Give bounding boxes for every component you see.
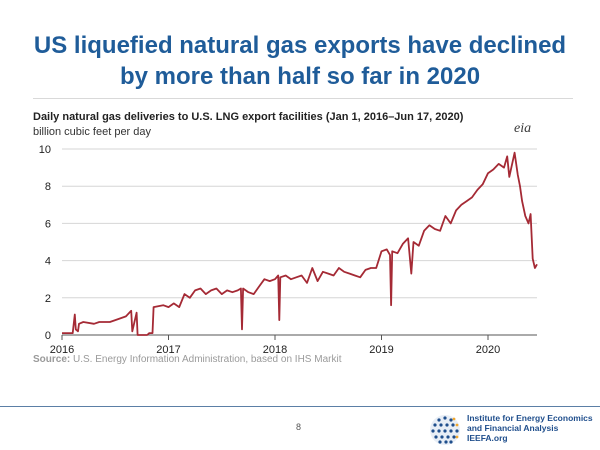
footer-divider <box>0 406 600 407</box>
chart-source: Source: U.S. Energy Information Administ… <box>33 354 341 365</box>
x-tick-label: 2018 <box>263 344 287 356</box>
y-tick-label: 6 <box>45 218 51 230</box>
ieefa-line1: Institute for Energy Economics <box>467 413 593 423</box>
y-tick-label: 2 <box>45 293 51 305</box>
chart-title: Daily natural gas deliveries to U.S. LNG… <box>33 111 464 123</box>
ieefa-logo-text: Institute for Energy Economics and Finan… <box>467 413 593 443</box>
x-tick-label: 2016 <box>50 344 74 356</box>
page-number: 8 <box>296 422 302 432</box>
ieefa-line2: and Financial Analysis <box>467 423 559 433</box>
y-axis-unit-label: billion cubic feet per day <box>33 126 152 138</box>
source-label: Source: <box>33 354 71 365</box>
divider <box>33 98 573 99</box>
y-tick-label: 0 <box>45 330 51 342</box>
y-tick-label: 8 <box>45 181 51 193</box>
x-tick-label: 2020 <box>476 344 500 356</box>
series-line <box>62 151 538 336</box>
slide-title: US liquefied natural gas exports have de… <box>20 30 580 92</box>
line-chart: 0 2 4 6 8 10 2016 2017 2018 2019 2020 <box>39 144 538 356</box>
slide-title-line2: by more than half so far in 2020 <box>119 63 481 90</box>
eia-logo: eia <box>514 121 532 136</box>
ieefa-line3: IEEFA.org <box>467 433 508 443</box>
x-tick-label: 2019 <box>369 344 393 356</box>
x-tick-label: 2017 <box>156 344 180 356</box>
source-text: U.S. Energy Information Administration, … <box>73 354 342 365</box>
slide-title-line1: US liquefied natural gas exports have de… <box>33 32 567 59</box>
y-tick-label: 10 <box>39 144 51 156</box>
y-tick-label: 4 <box>45 256 51 268</box>
ieefa-globe-icon <box>430 415 460 445</box>
